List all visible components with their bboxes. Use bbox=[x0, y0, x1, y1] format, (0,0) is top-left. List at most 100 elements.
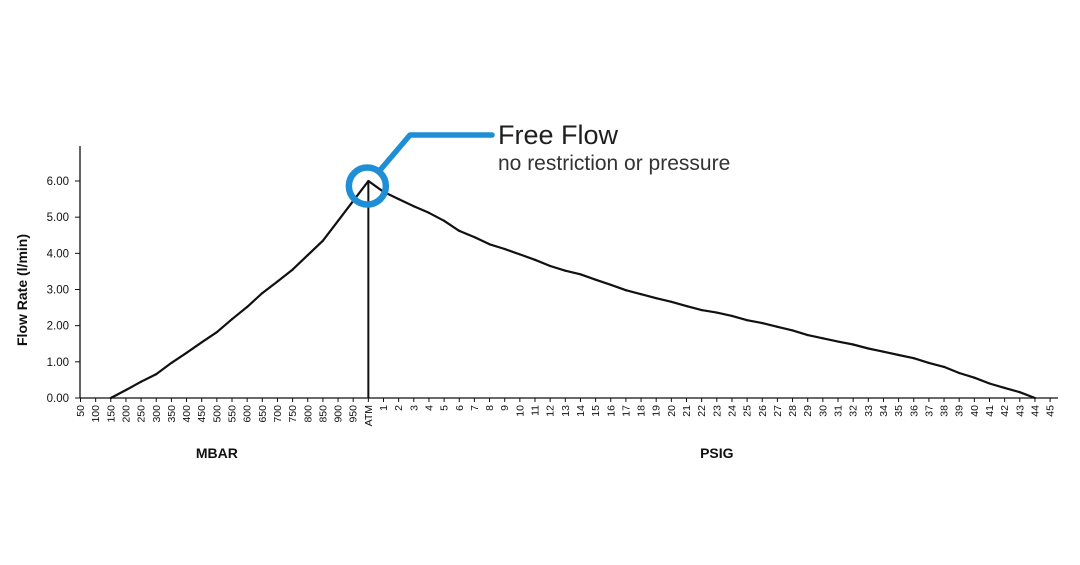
data-point bbox=[685, 305, 688, 308]
x-tick-label: 200 bbox=[120, 405, 132, 423]
x-tick-label: 38 bbox=[939, 405, 951, 417]
callout-subtitle: no restriction or pressure bbox=[498, 152, 730, 175]
data-point bbox=[397, 197, 400, 201]
x-tick-label: 2 bbox=[393, 405, 405, 411]
y-axis-label: Flow Rate (l/min) bbox=[14, 234, 30, 346]
x-tick-label: 18 bbox=[636, 405, 648, 417]
y-tick-label: 4.00 bbox=[47, 248, 69, 260]
x-tick-label: 24 bbox=[726, 405, 738, 417]
axes bbox=[79, 146, 1058, 399]
data-point bbox=[443, 219, 446, 222]
data-point bbox=[882, 350, 885, 353]
y-tick-label: 0.00 bbox=[47, 393, 69, 405]
data-point bbox=[564, 269, 567, 272]
data-point bbox=[897, 353, 900, 357]
data-point bbox=[215, 331, 218, 334]
x-tick-label: 32 bbox=[848, 405, 860, 417]
data-point bbox=[852, 343, 855, 346]
data-point bbox=[1033, 396, 1037, 400]
data-point bbox=[261, 292, 264, 295]
data-point bbox=[306, 254, 309, 257]
data-point bbox=[791, 329, 794, 332]
x-group-label: PSIG bbox=[700, 445, 734, 461]
x-tick-label: 35 bbox=[893, 405, 905, 417]
x-group-label: MBAR bbox=[196, 445, 238, 461]
data-point bbox=[124, 388, 128, 392]
x-tick-label: 50 bbox=[75, 405, 87, 417]
x-tick-label: 6 bbox=[454, 405, 466, 411]
x-tick-label: 600 bbox=[242, 405, 254, 423]
data-point bbox=[1003, 386, 1006, 389]
x-tick-label: 3 bbox=[408, 405, 420, 411]
data-point bbox=[503, 247, 506, 251]
x-tick-label: 27 bbox=[772, 405, 784, 417]
x-tick-label: 22 bbox=[696, 405, 708, 417]
x-tick-label: 10 bbox=[514, 405, 526, 417]
x-tick-label: 400 bbox=[181, 405, 193, 423]
x-tick-label: 30 bbox=[817, 405, 829, 417]
data-point bbox=[458, 229, 461, 233]
data-point bbox=[761, 322, 764, 325]
x-tick-label: 16 bbox=[605, 405, 617, 417]
data-point bbox=[412, 205, 415, 208]
x-tick-label: 12 bbox=[545, 405, 557, 417]
x-tick-label: 650 bbox=[257, 405, 269, 423]
x-tick-label: 7 bbox=[469, 405, 481, 411]
x-tick-label: 550 bbox=[227, 405, 239, 423]
data-point bbox=[1018, 391, 1021, 394]
x-tick-label: 150 bbox=[105, 405, 117, 423]
x-tick-label: 250 bbox=[136, 405, 148, 423]
data-point bbox=[109, 396, 112, 400]
flow-rate-series-line bbox=[110, 179, 1036, 400]
x-tick-label: 20 bbox=[666, 405, 678, 417]
x-ticks: 50 100 150 200 250 300 350 400 450 500 550 600 650 70… bbox=[75, 398, 1057, 426]
data-point bbox=[579, 273, 582, 276]
callout-highlight-ring bbox=[345, 164, 390, 208]
data-point bbox=[670, 300, 673, 303]
data-point bbox=[912, 357, 915, 360]
x-tick-label: 15 bbox=[590, 405, 602, 417]
x-tick-label: 19 bbox=[651, 405, 663, 417]
free-flow-callout: Free Flow no restriction or pressure bbox=[345, 120, 730, 208]
data-point bbox=[533, 258, 537, 261]
data-point bbox=[639, 293, 643, 296]
x-tick-label: 4 bbox=[423, 405, 435, 411]
y-tick-label: 3.00 bbox=[47, 285, 69, 297]
x-tick-label: 750 bbox=[287, 405, 299, 423]
x-tick-label: 300 bbox=[151, 405, 163, 423]
x-tick-label: 21 bbox=[681, 405, 693, 417]
x-tick-label: 40 bbox=[969, 405, 981, 417]
callout-leader-line bbox=[376, 132, 495, 174]
x-tick-label: 33 bbox=[863, 405, 875, 417]
data-point bbox=[200, 341, 203, 344]
data-point bbox=[715, 311, 718, 314]
x-tick-label: 5 bbox=[439, 405, 451, 411]
x-tick-label: 350 bbox=[166, 405, 178, 423]
x-tick-label: 450 bbox=[196, 405, 208, 423]
x-tick-label: 500 bbox=[211, 405, 223, 423]
data-point bbox=[730, 314, 734, 318]
x-tick-label: 26 bbox=[757, 405, 769, 417]
x-tick-label: 41 bbox=[984, 405, 996, 417]
y-tick-label: 2.00 bbox=[47, 321, 69, 333]
data-point bbox=[700, 309, 703, 312]
x-tick-label: 850 bbox=[317, 405, 329, 423]
x-tick-label: 1 bbox=[378, 405, 390, 411]
data-point bbox=[170, 361, 173, 365]
data-point bbox=[291, 268, 294, 271]
data-point bbox=[973, 376, 976, 379]
x-tick-label: 800 bbox=[302, 405, 314, 423]
data-point bbox=[655, 297, 658, 300]
x-tick-label: 14 bbox=[575, 405, 587, 417]
x-tick-label: 43 bbox=[1014, 405, 1026, 417]
x-tick-label: 950 bbox=[348, 405, 360, 423]
y-ticks: 0.00 1.00 2.00 3.00 4.00 5.00 6.00 bbox=[47, 176, 80, 405]
y-tick-label: 1.00 bbox=[47, 357, 69, 369]
data-point bbox=[518, 253, 521, 256]
y-tick-label: 5.00 bbox=[47, 212, 69, 224]
series-layer bbox=[109, 179, 1037, 400]
x-tick-label: 100 bbox=[90, 405, 102, 423]
x-tick-label: 37 bbox=[923, 405, 935, 417]
data-point bbox=[624, 289, 628, 292]
